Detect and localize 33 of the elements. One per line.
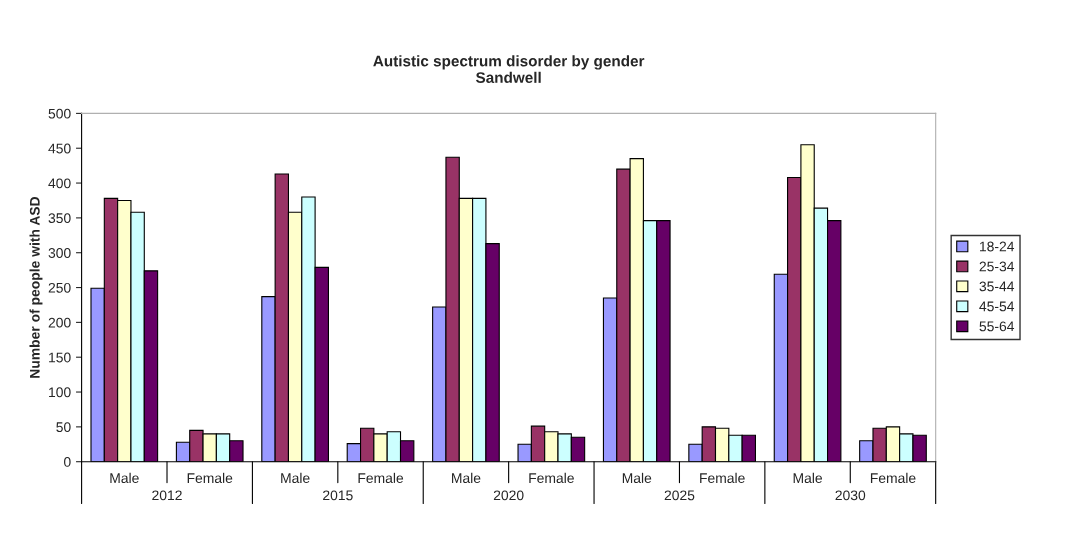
y-tick-label: 400: [48, 178, 71, 189]
legend-label: 18-24: [980, 241, 1015, 252]
y-tick-label: 50: [56, 422, 71, 433]
x-tick-label: Male: [622, 472, 652, 484]
y-tick-label: 150: [49, 352, 71, 363]
x-tick-label: Female: [700, 472, 745, 484]
text: 2025: [664, 490, 695, 501]
x-tick-label: Female: [358, 472, 404, 484]
legend-label: 55-64: [979, 321, 1015, 332]
text: 2015: [323, 490, 353, 501]
x-tick-label: Female: [870, 472, 916, 484]
y-tick-label: 350: [48, 213, 71, 224]
legend-label: 45-54: [979, 301, 1015, 312]
x-tick-label: Female: [187, 472, 233, 484]
y-tick-label: 0: [64, 457, 71, 467]
x-tick-label: Male: [281, 472, 310, 484]
y-tick-label: 300: [48, 248, 71, 258]
legend-label: 25-34: [979, 261, 1015, 272]
text: 2012: [152, 490, 182, 501]
legend-label: 35-44: [979, 281, 1015, 292]
y-tick-label: 200: [48, 317, 71, 328]
text: 2030: [835, 490, 866, 501]
chart-title: Autistic spectrum disorder by gender Sandwell: [373, 55, 645, 83]
y-tick-label: 250: [48, 282, 71, 293]
x-tick-label: Female: [529, 472, 574, 484]
x-tick-label: Male: [452, 472, 481, 484]
y-tick-label: 500: [48, 108, 71, 119]
y-tick-label: 100: [49, 387, 71, 398]
x-tick-label: Male: [110, 472, 139, 484]
x-tick-label: Male: [793, 472, 822, 484]
y-tick-label: 450: [48, 143, 71, 154]
text: 2020: [493, 490, 524, 501]
y-axis-title: Number of people with ASD: [29, 196, 43, 378]
